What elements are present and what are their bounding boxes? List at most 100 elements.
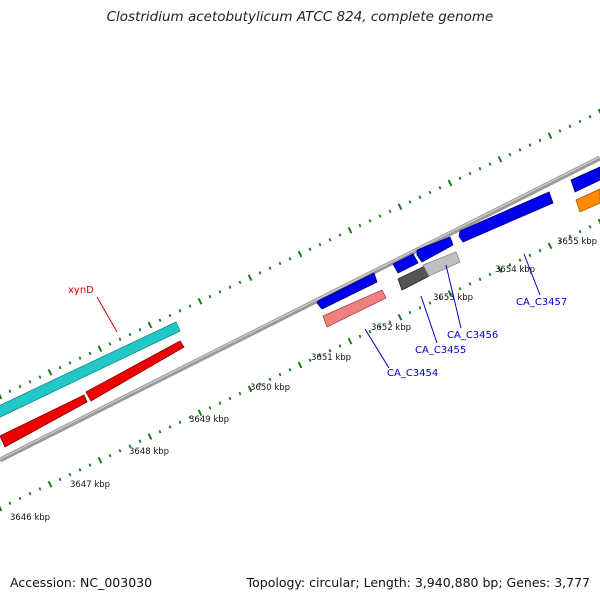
label-ca-c3457: CA_C3457 bbox=[516, 297, 567, 308]
major-tick bbox=[547, 242, 553, 250]
minor-tick bbox=[368, 219, 372, 223]
label-ca-c3454: CA_C3454 bbox=[387, 368, 438, 379]
scale-label-3648: 3648 kbp bbox=[129, 447, 169, 457]
minor-tick bbox=[168, 313, 172, 318]
major-tick bbox=[447, 290, 453, 297]
minor-tick bbox=[8, 501, 12, 505]
major-tick bbox=[97, 456, 103, 464]
minor-tick bbox=[468, 171, 472, 176]
minor-tick bbox=[208, 294, 212, 299]
minor-tick bbox=[168, 425, 172, 429]
major-tick bbox=[147, 321, 153, 329]
scale-label-3653: 3653 kbp bbox=[433, 293, 473, 303]
major-tick bbox=[197, 297, 203, 305]
minor-tick bbox=[28, 491, 32, 496]
minor-tick bbox=[508, 263, 512, 267]
minor-tick bbox=[378, 325, 382, 329]
minor-tick bbox=[318, 242, 322, 247]
gene-ca-c3455-fwd[interactable] bbox=[392, 253, 419, 274]
minor-tick bbox=[118, 449, 122, 453]
minor-tick bbox=[68, 472, 72, 477]
minor-tick bbox=[328, 348, 332, 353]
leader-ca-c3456 bbox=[445, 264, 462, 329]
gene-ca-c3457[interactable] bbox=[458, 191, 554, 243]
leader-ca-c3454 bbox=[364, 328, 390, 369]
minor-tick bbox=[88, 463, 92, 467]
minor-tick bbox=[128, 332, 132, 337]
minor-tick bbox=[558, 239, 562, 243]
minor-tick bbox=[278, 372, 282, 377]
scale-label-3646: 3646 kbp bbox=[10, 513, 50, 523]
minor-tick bbox=[38, 487, 42, 491]
scale-label-3647: 3647 kbp bbox=[70, 480, 110, 490]
minor-tick bbox=[588, 115, 592, 119]
minor-tick bbox=[268, 266, 272, 270]
scale-label-3650: 3650 kbp bbox=[250, 383, 290, 393]
minor-tick bbox=[568, 124, 572, 128]
gene-ca-c3453[interactable] bbox=[316, 272, 378, 310]
minor-tick bbox=[58, 477, 62, 482]
major-tick bbox=[347, 337, 353, 345]
minor-tick bbox=[438, 186, 442, 190]
minor-tick bbox=[368, 329, 372, 334]
gene-ca-c3456-fwd[interactable] bbox=[416, 236, 454, 263]
minor-tick bbox=[218, 401, 222, 405]
inner-tick-ring bbox=[0, 218, 600, 512]
minor-tick bbox=[428, 190, 432, 195]
gene-red-left[interactable] bbox=[0, 394, 88, 448]
gene-xynD[interactable] bbox=[0, 321, 181, 420]
minor-tick bbox=[338, 344, 342, 348]
major-tick bbox=[397, 203, 403, 211]
minor-tick bbox=[58, 365, 62, 370]
major-tick bbox=[597, 108, 600, 115]
minor-tick bbox=[438, 296, 442, 300]
minor-tick bbox=[228, 285, 232, 289]
minor-tick bbox=[28, 380, 32, 384]
minor-tick bbox=[278, 261, 282, 266]
minor-tick bbox=[258, 382, 262, 386]
minor-tick bbox=[188, 415, 192, 420]
minor-tick bbox=[18, 384, 22, 389]
gene-ca-c3454[interactable] bbox=[322, 289, 387, 328]
minor-tick bbox=[268, 377, 272, 382]
minor-tick bbox=[488, 162, 492, 166]
scale-label-3649: 3649 kbp bbox=[189, 415, 229, 425]
minor-tick bbox=[78, 468, 82, 472]
minor-tick bbox=[458, 287, 462, 291]
minor-tick bbox=[288, 257, 292, 261]
leader-ca-c3457 bbox=[523, 253, 541, 296]
gene-right-blue[interactable] bbox=[570, 166, 600, 193]
minor-tick bbox=[538, 248, 542, 253]
minor-tick bbox=[88, 351, 92, 356]
gene-ca-c3456[interactable] bbox=[422, 251, 461, 277]
leader-ca-c3455 bbox=[420, 295, 438, 344]
scale-label-3651: 3651 kbp bbox=[311, 353, 351, 363]
genome-summary-text: Topology: circular; Length: 3,940,880 bp… bbox=[246, 575, 590, 590]
minor-tick bbox=[218, 290, 222, 294]
genome-backbone bbox=[0, 155, 600, 463]
minor-tick bbox=[538, 138, 542, 143]
minor-tick bbox=[78, 356, 82, 360]
minor-tick bbox=[238, 391, 242, 396]
minor-tick bbox=[528, 253, 532, 258]
gene-right-orange[interactable] bbox=[575, 188, 600, 213]
minor-tick bbox=[408, 310, 412, 315]
minor-tick bbox=[418, 195, 422, 199]
minor-tick bbox=[178, 309, 182, 313]
minor-tick bbox=[468, 282, 472, 286]
major-tick bbox=[297, 250, 303, 258]
minor-tick bbox=[318, 353, 322, 358]
minor-tick bbox=[108, 342, 112, 346]
major-tick bbox=[97, 345, 103, 353]
minor-tick bbox=[568, 234, 572, 239]
gene-red-right[interactable] bbox=[85, 340, 185, 402]
minor-tick bbox=[208, 406, 212, 410]
minor-tick bbox=[478, 167, 482, 171]
minor-tick bbox=[138, 328, 142, 332]
major-tick bbox=[447, 179, 453, 187]
minor-tick bbox=[138, 439, 142, 443]
major-tick bbox=[247, 274, 253, 282]
major-tick bbox=[347, 226, 353, 234]
minor-tick bbox=[258, 271, 262, 275]
major-tick bbox=[597, 218, 600, 225]
